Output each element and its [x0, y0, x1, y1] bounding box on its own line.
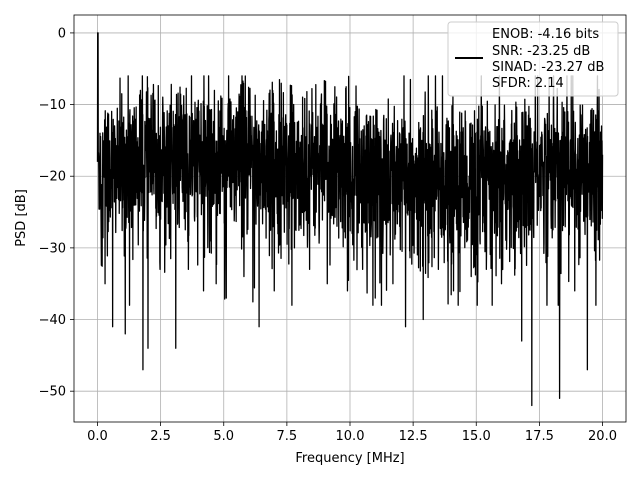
x-tick-label: 15.0	[462, 429, 491, 444]
x-tick-label: 5.0	[213, 429, 234, 444]
x-axis: 0.0 2.5 5.0 7.5 10.0 12.5 15.0 17.5 20.0	[87, 422, 617, 444]
y-axis: 0 −10 −20 −30 −40 −50	[39, 26, 74, 400]
y-tick-label: −20	[39, 170, 66, 185]
x-tick-label: 10.0	[336, 429, 365, 444]
legend: ENOB: -4.16 bits SNR: -23.25 dB SINAD: -…	[447, 21, 619, 97]
legend-box	[447, 21, 619, 97]
legend-sfdr: SFDR: 2.14	[492, 76, 564, 91]
x-tick-label: 12.5	[399, 429, 428, 444]
legend-enob: ENOB: -4.16 bits	[492, 27, 599, 42]
y-tick-label: 0	[58, 26, 66, 41]
x-tick-label: 2.5	[150, 429, 171, 444]
y-tick-label: −50	[39, 385, 66, 400]
legend-snr: SNR: -23.25 dB	[492, 44, 590, 59]
y-tick-label: −10	[39, 98, 66, 113]
x-axis-label: Frequency [MHz]	[295, 451, 404, 466]
series-group	[96, 32, 604, 407]
x-tick-label: 0.0	[87, 429, 108, 444]
x-tick-label: 20.0	[588, 429, 617, 444]
legend-sinad: SINAD: -23.27 dB	[492, 60, 604, 75]
y-axis-label: PSD [dB]	[14, 189, 29, 247]
y-tick-label: −30	[39, 241, 66, 256]
y-tick-label: −40	[39, 313, 66, 328]
x-tick-label: 17.5	[525, 429, 554, 444]
x-tick-label: 7.5	[277, 429, 298, 444]
psd-series-line	[96, 32, 604, 407]
